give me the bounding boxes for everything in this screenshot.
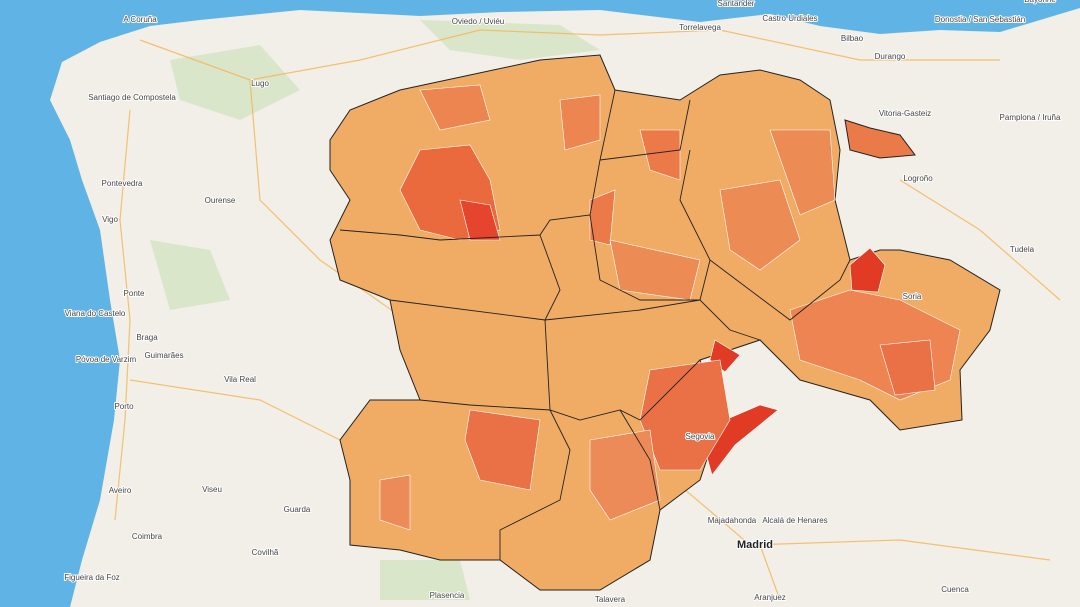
place-label: Ponte: [124, 289, 145, 298]
place-label: Segovia: [686, 432, 715, 441]
place-label: Viana do Castelo: [65, 309, 126, 318]
place-label: Pontevedra: [102, 179, 143, 188]
place-label: Oviedo / Uviéu: [452, 17, 504, 26]
place-label: Ourense: [205, 196, 236, 205]
place-label: Guimarães: [144, 351, 183, 360]
place-label: Madrid: [737, 539, 773, 551]
place-label: Guarda: [284, 505, 311, 514]
place-label: Alcalá de Henares: [762, 516, 827, 525]
place-label: Coimbra: [132, 532, 163, 541]
place-label: Majadahonda: [708, 516, 757, 525]
place-label: Porto: [114, 402, 134, 411]
place-label: Pamplona / Iruña: [1000, 113, 1061, 122]
place-label: Bayonne: [1024, 0, 1056, 4]
place-label: Cuenca: [941, 585, 969, 594]
place-label: Aveiro: [109, 486, 132, 495]
place-label: Durango: [875, 52, 906, 61]
hotspots: [379, 84, 961, 531]
province-borders: [339, 89, 851, 560]
place-label: Braga: [136, 333, 158, 342]
place-label: Vitoria-Gasteiz: [879, 109, 931, 118]
place-label: Lugo: [251, 79, 269, 88]
place-label: Santiago de Compostela: [88, 93, 176, 102]
place-label: Figueira da Foz: [64, 573, 120, 582]
place-label: Soria: [903, 292, 922, 301]
place-label: Vila Real: [224, 375, 256, 384]
place-label: Torrelavega: [679, 23, 721, 32]
place-label: Plasencia: [430, 591, 465, 600]
place-label: A Coruña: [123, 15, 157, 24]
exclave: [844, 119, 916, 159]
place-label: Talavera: [595, 595, 626, 604]
place-label: Bilbao: [841, 34, 864, 43]
place-label: Donostia / San Sebastián: [935, 15, 1025, 24]
place-label: Santander: [718, 0, 755, 8]
place-label: Póvoa de Varzim: [76, 355, 137, 364]
place-label: Logroño: [903, 174, 933, 183]
place-label: Vigo: [102, 215, 118, 224]
place-label: Aranjuez: [754, 593, 786, 602]
place-label: Covilhã: [252, 548, 279, 557]
place-label: Tudela: [1010, 245, 1035, 254]
greenery: [150, 20, 600, 600]
place-label: Viseu: [202, 485, 222, 494]
place-label: Castro Urdiales: [762, 14, 817, 23]
